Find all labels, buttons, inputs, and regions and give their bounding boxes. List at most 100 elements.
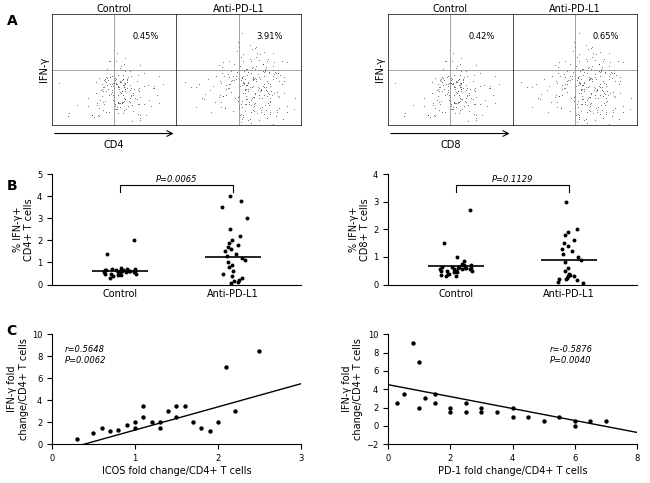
Point	[449, 110, 460, 117]
Point	[237, 29, 248, 37]
Point	[251, 124, 261, 132]
Point	[118, 76, 128, 84]
Point	[590, 73, 600, 81]
Point	[127, 89, 138, 97]
Point	[590, 116, 601, 124]
Point	[237, 73, 247, 81]
Point	[595, 91, 605, 99]
Point	[151, 91, 162, 99]
Point	[469, 85, 479, 93]
Point	[220, 104, 231, 112]
Point	[585, 100, 595, 108]
Point	[105, 274, 115, 282]
Point	[458, 84, 468, 92]
Point	[573, 113, 584, 120]
Point	[234, 102, 244, 110]
Y-axis label: IFN-γ: IFN-γ	[375, 57, 385, 82]
Point	[214, 61, 224, 69]
Point	[573, 82, 583, 89]
Point	[120, 95, 130, 102]
Point	[427, 89, 437, 97]
Point	[233, 92, 244, 100]
Point	[94, 112, 105, 120]
Point	[584, 63, 594, 71]
Point	[436, 78, 447, 85]
Point	[469, 71, 479, 79]
Point	[576, 108, 586, 115]
Point	[255, 86, 266, 94]
Point	[574, 79, 584, 86]
Text: r=-0.5876
P=0.0040: r=-0.5876 P=0.0040	[550, 345, 593, 365]
Point	[613, 57, 623, 65]
Point	[559, 70, 569, 78]
Point	[107, 86, 118, 94]
Point	[254, 347, 265, 355]
Point	[83, 102, 93, 110]
Point	[114, 270, 125, 277]
Point	[238, 79, 248, 86]
Point	[563, 76, 573, 84]
Point	[554, 92, 564, 100]
Point	[217, 203, 228, 211]
Point	[448, 266, 459, 273]
Point	[238, 72, 248, 80]
Point	[575, 67, 586, 75]
Point	[451, 272, 462, 280]
Point	[450, 99, 460, 107]
Point	[586, 44, 596, 52]
Point	[632, 64, 643, 72]
Point	[455, 95, 465, 102]
Point	[242, 79, 253, 87]
Point	[129, 94, 140, 102]
Point	[428, 111, 439, 119]
Point	[237, 82, 247, 89]
Point	[116, 78, 127, 86]
Point	[111, 81, 122, 88]
Point	[265, 99, 276, 106]
Point	[134, 87, 144, 95]
Point	[120, 67, 131, 75]
Point	[105, 270, 116, 277]
Point	[439, 85, 449, 93]
Point	[270, 69, 280, 76]
Point	[125, 86, 135, 94]
Point	[235, 118, 246, 126]
Point	[579, 87, 590, 95]
Point	[227, 261, 237, 269]
Point	[103, 85, 113, 93]
Point	[233, 241, 244, 249]
Point	[116, 134, 126, 142]
Point	[259, 91, 269, 99]
Point	[459, 72, 469, 80]
Point	[232, 47, 242, 55]
Point	[432, 86, 443, 94]
Point	[109, 97, 119, 105]
Point	[111, 80, 121, 87]
Point	[593, 103, 603, 111]
Point	[597, 114, 608, 122]
Point	[470, 87, 480, 95]
Point	[116, 98, 127, 106]
Point	[128, 91, 138, 99]
Point	[536, 90, 546, 98]
Point	[226, 237, 237, 244]
Point	[456, 87, 466, 95]
Point	[582, 69, 592, 77]
Point	[236, 100, 246, 108]
Point	[603, 91, 614, 99]
Point	[460, 264, 471, 272]
Point	[98, 76, 109, 84]
Point	[618, 102, 628, 110]
Point	[538, 417, 549, 425]
Point	[566, 94, 576, 102]
Point	[614, 81, 624, 88]
Point	[574, 51, 584, 58]
Point	[544, 82, 554, 90]
Point	[433, 81, 443, 88]
Point	[523, 413, 533, 421]
Point	[574, 72, 584, 80]
Point	[155, 424, 165, 432]
Point	[601, 110, 612, 118]
Point	[246, 119, 257, 127]
Point	[465, 94, 476, 102]
